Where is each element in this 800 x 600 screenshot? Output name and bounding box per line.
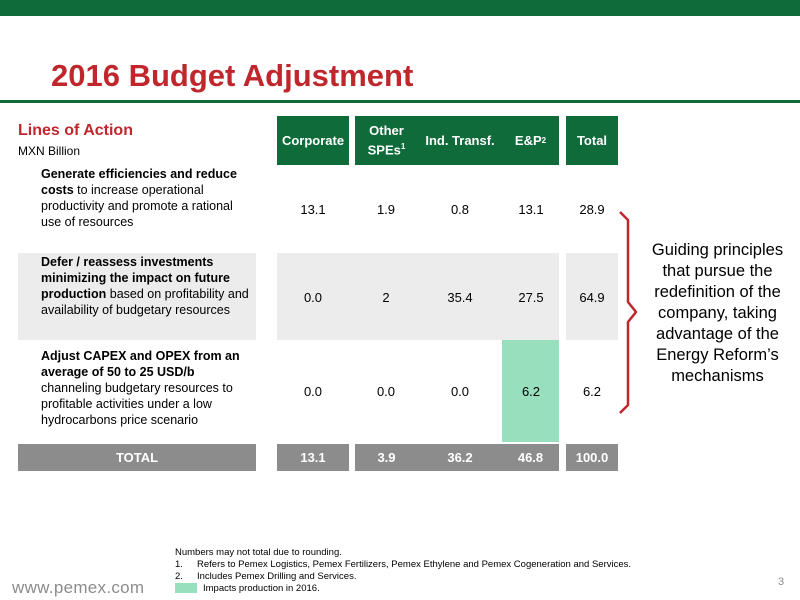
row-2-total-bg [566, 253, 618, 340]
right-brace-icon [619, 211, 638, 414]
slide-title: 2016 Budget Adjustment [51, 58, 414, 93]
column-header-other-spes-line1: Other [369, 122, 404, 138]
row-2-corporate: 0.0 [303, 290, 323, 305]
legend-production-impact: Impacts production in 2016. [175, 583, 631, 595]
total-corporate-value: 13.1 [300, 450, 326, 465]
row-3-corporate: 0.0 [303, 384, 323, 399]
row-3-ind-transf: 0.0 [450, 384, 470, 399]
legend-text: Impacts production in 2016. [203, 583, 320, 594]
footnote-1-text: Refers to Pemex Logistics, Pemex Fertili… [197, 559, 632, 570]
footnote-1-number: 1. [175, 559, 183, 570]
row-1-other-spes: 1.9 [376, 202, 396, 217]
total-total-value: 100.0 [575, 450, 609, 465]
column-header-ep: E&P 2 [502, 116, 559, 165]
row-2-other-spes: 2 [382, 290, 390, 305]
production-impact-highlight [502, 340, 559, 442]
column-header-ep-label: E&P [514, 132, 542, 148]
footnotes: Numbers may not total due to rounding. 1… [175, 547, 631, 595]
row-3-description: Adjust CAPEX and OPEX from an average of… [41, 348, 256, 428]
row-1-total: 28.9 [579, 202, 605, 217]
footnote-rounding: Numbers may not total due to rounding. [175, 547, 631, 559]
column-header-other-spes-text: Other SPEs1 [368, 123, 406, 158]
units-label: MXN Billion [18, 144, 81, 158]
total-ind-transf-value: 36.2 [447, 450, 473, 465]
row-1-description: Generate efficiencies and reduce costs t… [41, 166, 256, 230]
row-3-rest-text: channeling budgetary resources to profit… [41, 381, 233, 427]
row-1-rest-text: to increase operational productivity and… [41, 183, 233, 229]
footnote-2: 2. Includes Pemex Drilling and Services. [175, 571, 631, 583]
total-other-spes-value: 3.9 [377, 450, 396, 465]
total-row-label-text: TOTAL [115, 450, 159, 465]
total-ind-transf: 36.2 [418, 444, 502, 471]
row-1-bold-text: Generate efficiencies and reduce costs [41, 167, 237, 197]
row-2-ind-transf: 35.4 [447, 290, 473, 305]
footer-website: www.pemex.com [12, 578, 145, 597]
row-2-label-bg [18, 253, 256, 340]
row-3-bold-text: Adjust CAPEX and OPEX from an average of… [41, 349, 240, 379]
total-ep: 46.8 [502, 444, 559, 471]
row-2-bold-text: Defer / reassess investments minimizing … [41, 255, 230, 301]
legend-swatch [175, 583, 197, 593]
footnote-rounding-text: Numbers may not total due to rounding. [175, 547, 342, 558]
column-header-ind-transf: Ind. Transf. [418, 116, 502, 165]
page-number: 3 [778, 576, 785, 588]
footnote-2-text: Includes Pemex Drilling and Services. [197, 571, 357, 582]
total-ep-value: 46.8 [517, 450, 544, 465]
footnote-ref-1: 1 [400, 141, 406, 151]
row-1-corporate: 13.1 [300, 202, 326, 217]
row-3-other-spes: 0.0 [376, 384, 396, 399]
column-header-other-spes: Other SPEs1 [355, 116, 418, 165]
row-2-values-bg [277, 253, 559, 340]
row-1-ep: 13.1 [518, 202, 544, 217]
column-header-other-spes-line2: SPEs [367, 142, 401, 158]
total-row-label: TOTAL [18, 444, 256, 471]
row-2-rest-text: based on profitability and availability … [41, 287, 249, 317]
row-2-ep: 27.5 [518, 290, 544, 305]
total-corporate: 13.1 [277, 444, 349, 471]
footnote-1: 1. Refers to Pemex Logistics, Pemex Ferti… [175, 559, 631, 571]
column-header-corporate-label: Corporate [281, 132, 345, 148]
guiding-principles-note: Guiding principles that pursue the redef… [651, 241, 784, 385]
row-2-total: 64.9 [579, 290, 605, 305]
top-brand-bar [0, 0, 800, 16]
column-header-total-label: Total [576, 132, 608, 148]
column-header-corporate: Corporate [277, 116, 349, 165]
footnote-ref-2: 2 [541, 135, 547, 145]
lines-of-action-heading: Lines of Action [18, 122, 133, 139]
total-total: 100.0 [566, 444, 618, 471]
row-2-description: Defer / reassess investments minimizing … [41, 254, 256, 318]
column-header-ind-transf-label: Ind. Transf. [425, 132, 495, 148]
column-header-total: Total [566, 116, 618, 165]
row-3-ep: 6.2 [521, 384, 541, 399]
row-1-ind-transf: 0.8 [450, 202, 470, 217]
row-3-total: 6.2 [582, 384, 602, 399]
title-divider [0, 100, 800, 103]
total-other-spes: 3.9 [355, 444, 418, 471]
footnote-2-number: 2. [175, 571, 183, 582]
